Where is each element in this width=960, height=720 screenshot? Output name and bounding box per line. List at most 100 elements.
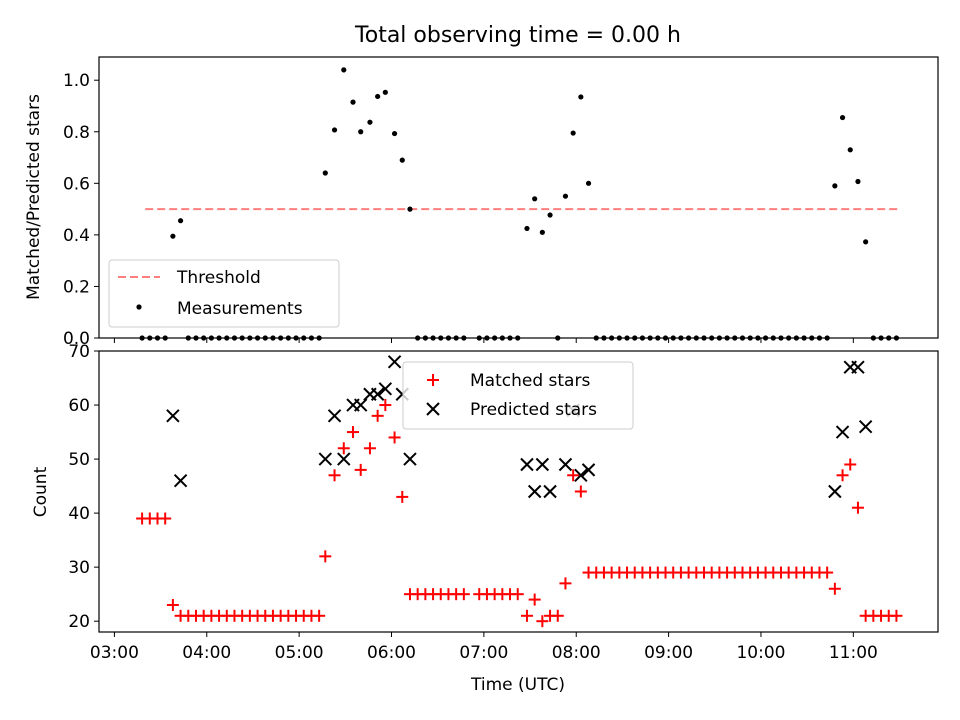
count-legend-box <box>402 361 634 430</box>
predicted-star-point <box>558 457 573 472</box>
matched-star-point <box>337 442 350 455</box>
predicted-star-point <box>387 355 402 369</box>
matched-star-point <box>844 458 857 471</box>
ratio-y-tick-label: 0.2 <box>63 277 90 297</box>
count-panel: 20 30 40 50 60 70 03:00 04:00 05:00 06:00 07:00 08… <box>31 342 939 695</box>
legend-matched-marker <box>427 374 439 386</box>
measurement-point <box>341 67 347 73</box>
predicted-star-point <box>858 419 873 434</box>
count-y-tick-label: 70 <box>68 342 90 362</box>
measurement-point <box>170 233 176 239</box>
ratio-legend: Threshold Measurements <box>108 259 340 328</box>
measurement-point <box>177 218 184 224</box>
matched-star-point <box>354 463 367 476</box>
matched-star-point <box>567 469 580 482</box>
ratio-y-tick-label: 1.0 <box>63 71 90 91</box>
ratio-y-tick-label: 0.8 <box>63 123 90 143</box>
measurement-point <box>839 114 846 121</box>
matched-star-point <box>828 582 841 595</box>
predicted-star-point <box>327 409 342 423</box>
count-y-tick-label: 40 <box>68 504 90 524</box>
ratio-panel: 0.0 0.2 0.4 0.6 0.8 1.0 Matched/Predicted sta… <box>24 56 939 349</box>
matched-star-point <box>536 615 549 628</box>
matched-star-point <box>396 490 409 503</box>
matched-star-point <box>851 501 864 514</box>
predicted-star-point <box>535 457 550 472</box>
measurement-point <box>399 157 405 163</box>
measurement-point <box>539 229 545 235</box>
ratio-y-axis-label: Matched/Predicted stars <box>24 94 44 300</box>
predicted-star-point <box>337 452 351 466</box>
matched-star-point <box>574 485 587 498</box>
ratio-legend-box <box>108 259 340 328</box>
matched-star-point <box>511 588 524 601</box>
predicted-star-point <box>318 452 333 466</box>
measurement-point <box>855 178 861 185</box>
measurement-point <box>391 130 398 137</box>
x-tick-label: 06:00 <box>367 643 416 663</box>
predicted-star-point <box>543 484 557 499</box>
measurement-point <box>350 99 356 105</box>
ratio-y-tick-label: 0.4 <box>63 226 90 246</box>
predicted-star-point <box>370 387 385 401</box>
predicted-star-point <box>851 360 865 374</box>
x-tick-label: 11:00 <box>829 643 878 663</box>
matched-star-point <box>371 409 384 422</box>
matched-star-point <box>388 431 401 444</box>
measurement-point <box>570 130 576 136</box>
x-tick-label: 07:00 <box>459 643 508 663</box>
predicted-star-point <box>166 409 180 423</box>
ratio-y-tick-label: 0.6 <box>63 174 90 194</box>
count-legend: Matched stars Predicted stars <box>402 361 634 430</box>
x-tick-label: 05:00 <box>275 643 324 663</box>
matched-star-point <box>559 577 572 590</box>
predicted-star-point <box>378 382 393 396</box>
measurement-point <box>578 94 584 100</box>
x-tick-label: 10:00 <box>736 643 785 663</box>
measurement-point <box>367 119 373 125</box>
matched-star-point <box>347 426 360 439</box>
matched-star-point <box>821 566 834 579</box>
ratio-y-tick-label: 0.0 <box>63 329 90 349</box>
predicted-star-point <box>173 473 188 488</box>
x-tick-label: 08:00 <box>552 643 601 663</box>
matched-star-point <box>890 609 903 622</box>
ratio-plot-frame <box>98 56 939 339</box>
measurement-point <box>863 239 869 245</box>
measurement-point <box>407 206 413 212</box>
measurement-point <box>331 127 338 133</box>
matched-star-point <box>319 550 332 563</box>
measurement-point <box>532 196 538 202</box>
measurement-point <box>585 180 592 186</box>
legend-threshold-label: Threshold <box>176 268 261 288</box>
matched-star-point <box>528 593 541 606</box>
count-y-tick-label: 30 <box>68 558 90 578</box>
predicted-star-point <box>353 398 368 412</box>
measurement-point <box>375 93 381 100</box>
count-y-axis-label: Count <box>31 466 51 517</box>
measurement-point <box>547 212 553 218</box>
measurement-point <box>832 183 838 189</box>
predicted-star-point <box>520 457 534 472</box>
legend-measurements-label: Measurements <box>177 299 303 319</box>
legend-matched-label: Matched stars <box>470 371 590 391</box>
matched-star-point <box>159 512 172 525</box>
matched-star-point <box>379 399 392 412</box>
matched-star-point <box>520 609 533 622</box>
measurement-point <box>562 193 569 199</box>
legend-predicted-marker <box>426 402 440 416</box>
matched-star-point <box>836 469 849 482</box>
legend-measurements-marker <box>136 304 142 310</box>
measurement-point <box>358 129 364 135</box>
predicted-star-point <box>835 425 850 439</box>
x-tick-label: 04:00 <box>182 643 231 663</box>
matched-star-point <box>551 609 564 622</box>
measurement-point <box>322 170 328 176</box>
count-y-tick-label: 50 <box>68 450 90 470</box>
x-tick-label: 03:00 <box>90 643 139 663</box>
chart-title: Total observing time = 0.00 h <box>354 23 681 48</box>
measurement-point <box>382 89 388 95</box>
predicted-star-point <box>581 463 596 477</box>
matched-star-point <box>313 609 326 622</box>
